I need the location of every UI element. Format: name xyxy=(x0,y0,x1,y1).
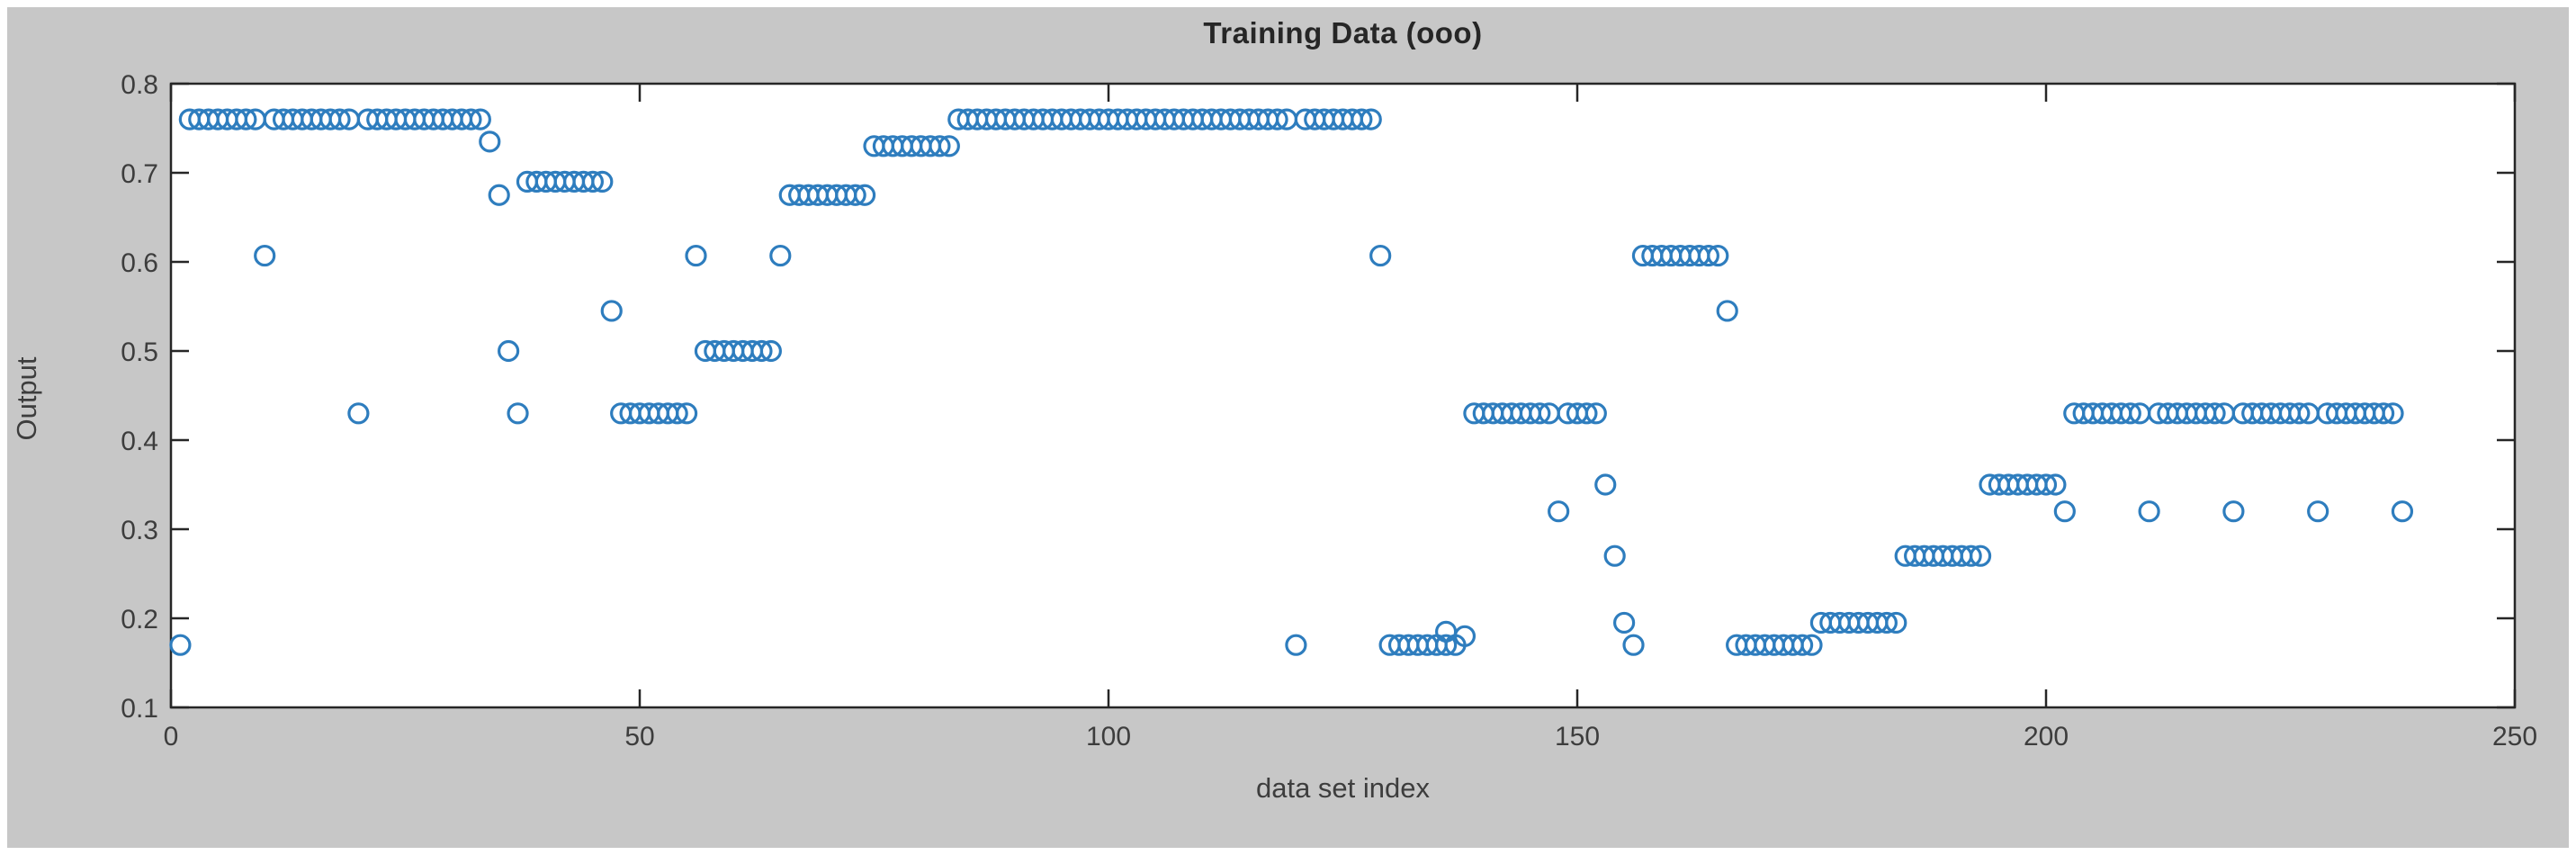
data-point-marker xyxy=(1707,244,1729,267)
data-point-marker xyxy=(1285,634,1307,656)
data-point-marker xyxy=(929,135,951,158)
data-point-marker xyxy=(2053,500,2076,523)
data-point-marker xyxy=(1575,402,1598,425)
y-tick-label: 0.5 xyxy=(121,338,158,367)
data-point-marker xyxy=(460,108,482,130)
data-point-marker xyxy=(2204,402,2226,425)
x-axis-label: data set index xyxy=(1255,772,1431,804)
y-tick-label: 0.6 xyxy=(121,248,158,278)
data-point-marker xyxy=(2288,402,2311,425)
data-point-marker xyxy=(591,170,614,193)
data-point-marker xyxy=(853,184,876,206)
x-tick-label: 200 xyxy=(2024,722,2069,752)
data-point-marker xyxy=(235,108,257,130)
data-point-marker xyxy=(1697,244,1719,267)
y-axis-label: Output xyxy=(11,356,42,441)
data-point-marker xyxy=(1885,611,1907,634)
data-point-marker xyxy=(759,339,782,363)
data-point-marker xyxy=(469,108,491,130)
data-point-marker xyxy=(1266,108,1288,130)
data-point-marker xyxy=(1435,634,1458,656)
x-tick-label: 100 xyxy=(1086,722,1131,752)
y-tick-label: 0.1 xyxy=(121,694,158,724)
data-point-marker xyxy=(675,402,698,425)
data-point-marker xyxy=(2307,500,2329,523)
data-point-marker xyxy=(2044,473,2067,496)
data-point-marker xyxy=(1960,544,1982,567)
data-point-marker xyxy=(347,402,370,425)
data-point-marker xyxy=(1351,108,1373,130)
data-point-marker xyxy=(750,339,773,363)
axis-box xyxy=(169,82,2517,709)
data-point-marker xyxy=(479,130,501,153)
data-point-marker xyxy=(1612,611,1636,634)
data-point-marker xyxy=(769,244,792,267)
data-point-marker xyxy=(2222,500,2245,523)
data-point-marker xyxy=(1453,625,1476,647)
x-tick-label: 250 xyxy=(2492,722,2537,752)
data-point-marker xyxy=(488,184,510,206)
y-tick-label: 0.8 xyxy=(121,70,158,100)
x-tick-label: 50 xyxy=(624,722,654,752)
data-point-marker xyxy=(1603,544,1626,567)
data-point-marker xyxy=(1875,611,1898,634)
data-point-marker xyxy=(2373,402,2395,425)
y-tick-label: 0.7 xyxy=(121,159,158,189)
plot-background xyxy=(171,84,2515,707)
data-point-marker xyxy=(1548,500,1570,523)
data-point-marker xyxy=(507,402,529,425)
x-tick-label: 0 xyxy=(164,722,179,752)
data-point-marker xyxy=(2382,402,2404,425)
chart-title: Training Data (ooo) xyxy=(1203,16,1483,50)
data-point-marker xyxy=(498,339,520,363)
y-tick-label: 0.2 xyxy=(121,605,158,634)
data-point-marker xyxy=(1716,300,1738,322)
data-point-marker xyxy=(1584,402,1607,425)
data-point-marker xyxy=(581,170,605,193)
data-point-marker xyxy=(169,634,192,656)
data-point-marker xyxy=(1800,634,1823,656)
data-point-marker xyxy=(2391,500,2414,523)
data-point-marker xyxy=(685,244,707,267)
data-point-marker xyxy=(938,135,960,158)
data-point-marker xyxy=(2138,500,2160,523)
data-point-marker xyxy=(1594,473,1617,496)
data-point-marker xyxy=(1622,634,1645,656)
data-point-marker xyxy=(844,184,866,206)
y-tick-label: 0.4 xyxy=(121,427,158,456)
data-point-marker xyxy=(1969,544,1992,567)
data-point-marker xyxy=(666,402,688,425)
data-point-marker xyxy=(1360,108,1382,130)
data-point-marker xyxy=(1369,244,1392,267)
x-tick-label: 150 xyxy=(1555,722,1600,752)
data-point-marker xyxy=(600,300,623,322)
data-point-marker xyxy=(2119,402,2141,425)
data-point-marker xyxy=(1791,634,1814,656)
y-tick-label: 0.3 xyxy=(121,516,158,545)
data-point-marker xyxy=(2034,473,2058,496)
data-point-marker xyxy=(328,108,351,130)
data-point-marker xyxy=(1529,402,1551,425)
data-point-marker xyxy=(254,244,276,267)
